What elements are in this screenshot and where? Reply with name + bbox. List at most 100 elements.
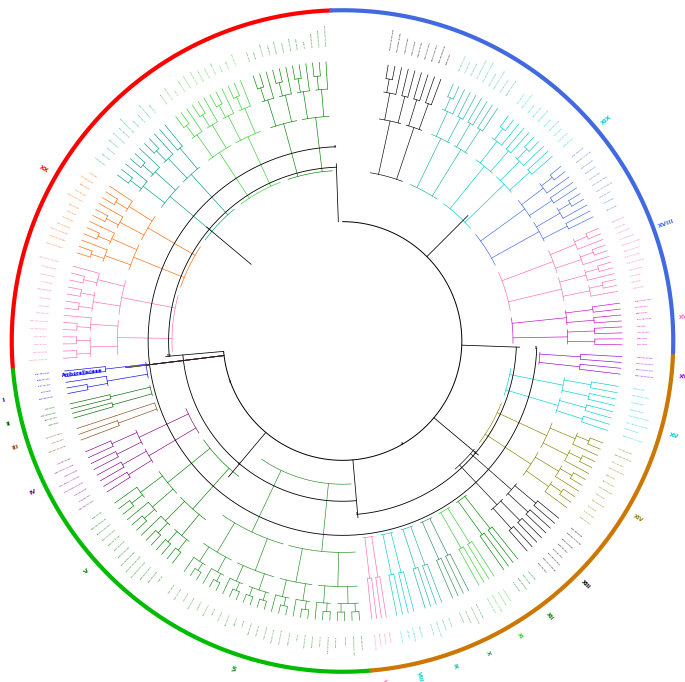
Text: XII: XII <box>545 611 554 621</box>
Text: Ranzania: Ranzania <box>336 636 338 647</box>
Text: Ranunculaceae: Ranunculaceae <box>486 598 495 614</box>
Text: Hydrastis: Hydrastis <box>203 67 210 78</box>
Text: Fagaceae: Fagaceae <box>528 104 536 113</box>
Text: Menispermaceae: Menispermaceae <box>91 518 107 530</box>
Text: Altingiaceae: Altingiaceae <box>616 448 632 455</box>
Text: Malvaceae: Malvaceae <box>522 574 530 584</box>
Text: Sapindaceae: Sapindaceae <box>612 216 626 223</box>
Text: Sabiaceae: Sabiaceae <box>633 388 645 391</box>
Text: Caltha: Caltha <box>252 52 256 60</box>
Text: Aquilegia: Aquilegia <box>295 38 297 50</box>
Text: Apiaceae: Apiaceae <box>631 280 642 283</box>
Text: Nandinaceae: Nandinaceae <box>148 570 158 582</box>
Text: Coptis: Coptis <box>302 41 304 49</box>
Text: Myricaceae: Myricaceae <box>51 439 65 445</box>
Text: Hamamelidaceae: Hamamelidaceae <box>614 455 632 463</box>
Text: Chelidonium: Chelidonium <box>360 635 362 650</box>
Text: Proteaceae: Proteaceae <box>631 402 645 406</box>
Text: Paeoniaceae: Paeoniaceae <box>64 470 78 477</box>
Text: Euphorbiaceae: Euphorbiaceae <box>435 621 442 638</box>
Text: Sargentodoxaceae: Sargentodoxaceae <box>125 556 142 572</box>
Text: Actaea: Actaea <box>218 64 223 72</box>
Text: 97: 97 <box>334 145 337 149</box>
Text: Sabiaceae: Sabiaceae <box>92 512 103 520</box>
Text: Rosaceae: Rosaceae <box>105 147 114 155</box>
Text: Ulmaceae: Ulmaceae <box>595 492 605 499</box>
Text: Thalictrum: Thalictrum <box>287 38 290 51</box>
Text: XVI: XVI <box>679 374 685 380</box>
Text: Caryophyllaceae: Caryophyllaceae <box>38 256 59 263</box>
Text: Orchidaceae: Orchidaceae <box>411 627 416 642</box>
Text: Papaveraceae: Papaveraceae <box>108 535 121 546</box>
Text: Brassicaceae: Brassicaceae <box>625 253 641 258</box>
Text: Zygophyllaceae: Zygophyllaceae <box>29 359 49 361</box>
Text: Asteraceae: Asteraceae <box>637 331 651 333</box>
Text: Cimicifuga: Cimicifuga <box>248 621 253 635</box>
Text: Ranunculaceae: Ranunculaceae <box>102 529 116 541</box>
Text: Thalictrum: Thalictrum <box>174 588 183 600</box>
Text: Moraceae: Moraceae <box>41 390 52 393</box>
Text: Ranunculus: Ranunculus <box>258 44 262 58</box>
Text: Ranunculaceae: Ranunculaceae <box>425 41 432 59</box>
Text: Nigella: Nigella <box>234 617 238 625</box>
Text: Sinopodophyllum: Sinopodophyllum <box>119 118 134 133</box>
Text: Coptis: Coptis <box>158 574 164 582</box>
Text: Primulaceae: Primulaceae <box>501 589 511 602</box>
Text: Ericaceae: Ericaceae <box>512 582 520 592</box>
Text: Chelidonium: Chelidonium <box>117 128 129 138</box>
Text: Lardizabalaceae: Lardizabalaceae <box>397 31 402 52</box>
Text: Clematis: Clematis <box>197 600 203 610</box>
Text: Achlys: Achlys <box>296 632 299 640</box>
Text: Passifloraceae: Passifloraceae <box>542 557 556 572</box>
Text: Lythraceae: Lythraceae <box>551 548 562 559</box>
Text: Hamamelidaceae: Hamamelidaceae <box>506 80 517 96</box>
Text: 95: 95 <box>238 462 241 466</box>
Text: Trollius: Trollius <box>219 610 224 621</box>
Text: Orchidaceae: Orchidaceae <box>80 175 94 184</box>
Text: Oxalidaceae: Oxalidaceae <box>573 147 585 158</box>
Text: Apocynaceae: Apocynaceae <box>56 222 71 228</box>
Text: Clematis: Clematis <box>266 45 269 56</box>
Text: Diphylleia: Diphylleia <box>177 80 185 93</box>
Text: Poaceae: Poaceae <box>89 172 97 178</box>
Text: Fabaceae: Fabaceae <box>637 338 648 339</box>
Text: III: III <box>11 444 19 451</box>
Text: XV: XV <box>668 432 679 440</box>
Text: Nelumbonaceae: Nelumbonaceae <box>632 395 649 400</box>
Text: Bongardia: Bongardia <box>312 634 314 647</box>
Text: Geraniaceae: Geraniaceae <box>561 538 573 548</box>
Text: Aconitum: Aconitum <box>182 592 189 602</box>
Text: Fabaceae: Fabaceae <box>101 153 110 161</box>
Text: Jeffersonia: Jeffersonia <box>279 629 283 644</box>
Text: Eupteleaceae: Eupteleaceae <box>404 37 409 53</box>
Text: Cucurbitaceae: Cucurbitaceae <box>593 176 608 186</box>
Text: Lamiaceae: Lamiaceae <box>636 312 648 314</box>
Text: 88: 88 <box>401 443 403 446</box>
Text: Casuarinaceae: Casuarinaceae <box>523 93 534 108</box>
Text: Rhamnaceae: Rhamnaceae <box>36 378 51 381</box>
Text: Trollius: Trollius <box>245 51 249 62</box>
Text: Nigella: Nigella <box>224 60 229 70</box>
Text: Polygonaceae: Polygonaceae <box>619 234 635 240</box>
Text: Urticaceae: Urticaceae <box>558 132 569 142</box>
Text: Rubiaceae: Rubiaceae <box>632 286 645 289</box>
Text: Sapindaceae: Sapindaceae <box>37 288 52 292</box>
Text: Fumariaceae: Fumariaceae <box>114 540 126 551</box>
Text: Fumariaceae: Fumariaceae <box>411 40 416 55</box>
Text: Caltha: Caltha <box>212 607 217 615</box>
Text: Moraceae: Moraceae <box>553 128 562 136</box>
Text: Menispermaceae: Menispermaceae <box>439 44 446 63</box>
Text: VII: VII <box>382 679 388 682</box>
Text: XVIII: XVIII <box>658 218 675 228</box>
Text: Ericaceae: Ericaceae <box>41 281 53 284</box>
Text: Zygophyllaceae: Zygophyllaceae <box>566 533 581 546</box>
Text: Vancouveria: Vancouveria <box>163 88 173 101</box>
Text: 98: 98 <box>535 346 538 350</box>
Text: Polygonaceae: Polygonaceae <box>497 592 506 606</box>
Text: Trochodendraceae: Trochodendraceae <box>64 482 84 493</box>
Text: Salicaceae: Salicaceae <box>537 562 547 573</box>
Text: 100: 100 <box>167 354 171 358</box>
Text: Rosaceae: Rosaceae <box>637 344 648 346</box>
Text: Vancouveria: Vancouveria <box>303 634 306 649</box>
Text: Cercidiphyllaceae: Cercidiphyllaceae <box>60 476 81 488</box>
